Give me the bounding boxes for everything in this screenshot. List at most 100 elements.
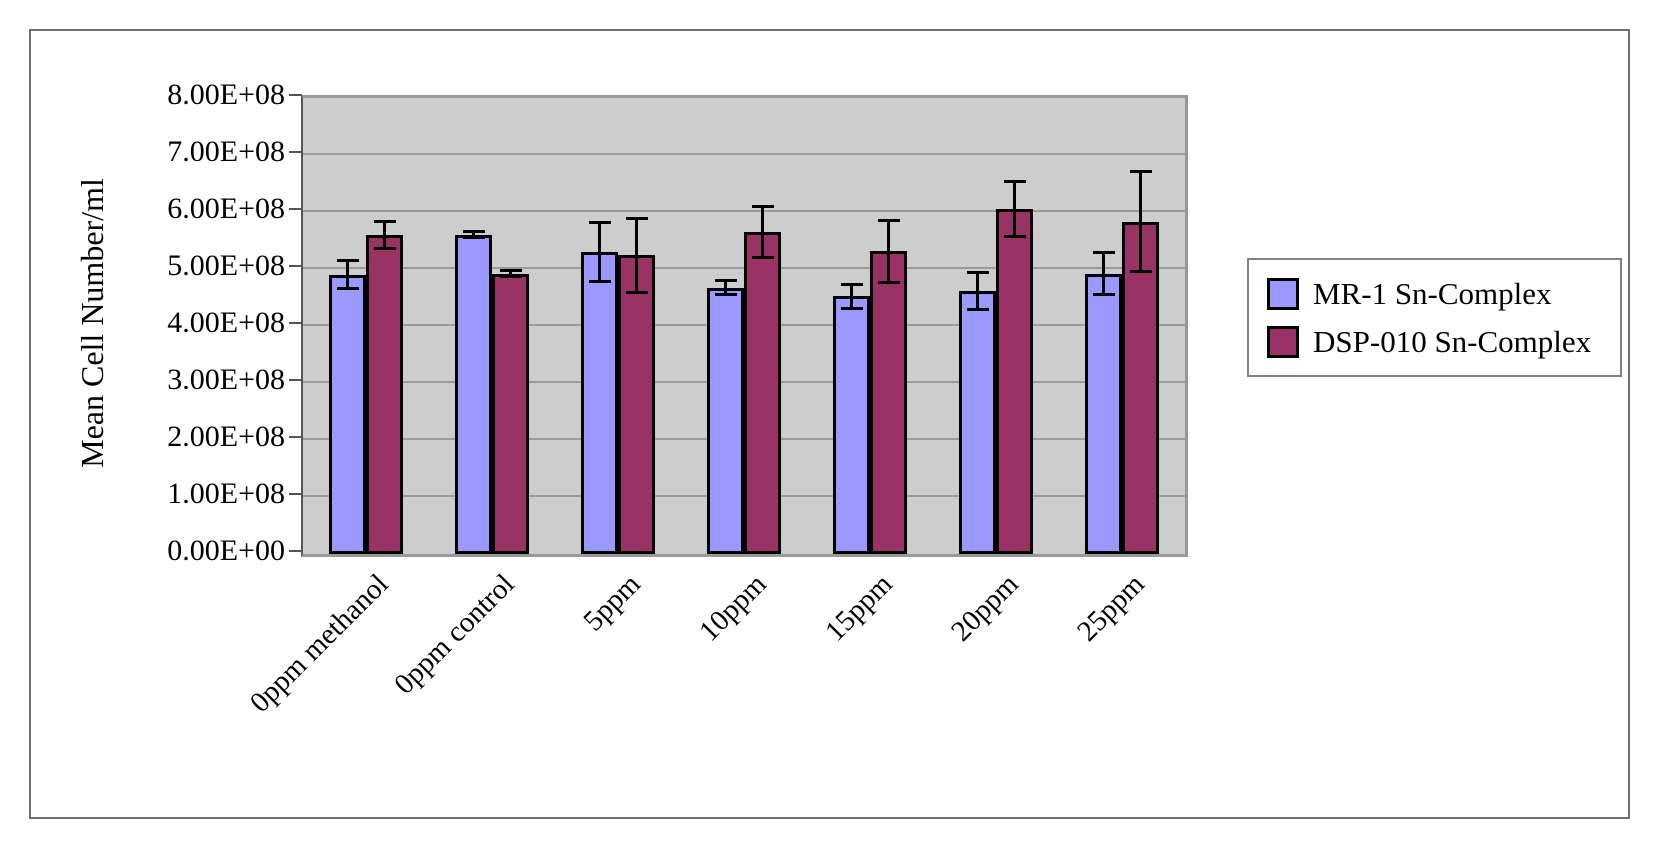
- error-bar-cap: [751, 204, 774, 208]
- y-axis-tick: [289, 379, 302, 381]
- error-bar-cap: [336, 259, 359, 263]
- error-bar: [840, 282, 863, 311]
- error-bar-cap: [714, 293, 737, 297]
- bar: [1085, 273, 1122, 554]
- bar: [833, 296, 870, 554]
- y-axis-tick: [289, 208, 302, 210]
- error-bar: [1003, 180, 1026, 239]
- legend-swatch-icon: [1267, 278, 1299, 310]
- error-bar-cap: [1129, 270, 1152, 273]
- bar: [959, 290, 996, 554]
- error-bar: [1129, 170, 1152, 273]
- bar: [492, 273, 529, 554]
- bar: [618, 255, 655, 554]
- error-bar-stem: [1139, 170, 1142, 273]
- x-category-label: 5ppm: [577, 568, 647, 638]
- y-tick-label: 6.00E+08: [167, 192, 285, 225]
- error-bar-cap: [462, 236, 485, 240]
- bar: [870, 251, 907, 554]
- error-bar-cap: [1003, 180, 1026, 184]
- y-axis-tick: [289, 265, 302, 267]
- error-bar-stem: [1013, 180, 1016, 239]
- error-bar-cap: [373, 246, 396, 250]
- error-bar-cap: [499, 269, 522, 273]
- error-bar-cap: [877, 280, 900, 284]
- error-bar: [877, 218, 900, 284]
- y-tick-label: 7.00E+08: [167, 135, 285, 168]
- legend-label: DSP-010 Sn-Complex: [1313, 324, 1592, 359]
- error-bar-cap: [1129, 170, 1152, 174]
- x-category-label: 0ppm methanol: [243, 568, 395, 719]
- error-bar: [462, 230, 485, 240]
- error-bar-cap: [462, 230, 485, 234]
- gridline: [303, 210, 1185, 212]
- bar: [744, 231, 781, 554]
- bar: [707, 287, 744, 554]
- error-bar: [751, 204, 774, 260]
- bar: [329, 274, 366, 554]
- y-tick-label: 5.00E+08: [167, 249, 285, 282]
- error-bar-cap: [1003, 235, 1026, 239]
- error-bar-stem: [850, 282, 853, 311]
- error-bar-cap: [336, 287, 359, 291]
- error-bar-cap: [1092, 293, 1115, 297]
- plot-area: [301, 95, 1188, 557]
- error-bar: [336, 259, 359, 291]
- error-bar-cap: [625, 291, 648, 295]
- y-tick-label: 0.00E+00: [167, 534, 285, 567]
- bar: [1122, 221, 1159, 554]
- error-bar-cap: [840, 307, 863, 311]
- chart-frame: Mean Cell Number/ml 0.00E+00 1.00E+08 2.00…: [29, 29, 1630, 819]
- y-tick-label: 2.00E+08: [167, 420, 285, 453]
- bar: [996, 209, 1033, 554]
- error-bar-cap: [751, 256, 774, 260]
- error-bar-cap: [625, 216, 648, 220]
- x-category-label: 15ppm: [819, 568, 899, 648]
- error-bar: [588, 220, 611, 284]
- x-category-label: 25ppm: [1071, 568, 1151, 648]
- gridline: [303, 153, 1185, 155]
- legend-swatch-icon: [1267, 326, 1299, 358]
- x-category-label: 10ppm: [693, 568, 773, 648]
- error-bar: [625, 216, 648, 295]
- error-bar-stem: [383, 220, 386, 250]
- y-tick-label: 1.00E+08: [167, 477, 285, 510]
- y-axis-tick: [289, 151, 302, 153]
- y-axis-tick: [289, 94, 302, 96]
- y-axis-tick: [289, 493, 302, 495]
- error-bar-cap: [588, 280, 611, 284]
- error-bar-stem: [635, 216, 638, 295]
- error-bar-stem: [887, 218, 890, 284]
- error-bar-stem: [1102, 250, 1105, 297]
- error-bar-cap: [966, 307, 989, 311]
- error-bar-cap: [1092, 250, 1115, 254]
- error-bar-cap: [966, 270, 989, 274]
- error-bar-cap: [588, 220, 611, 224]
- y-tick-label: 8.00E+08: [167, 78, 285, 111]
- bar: [455, 234, 492, 554]
- bar: [366, 234, 403, 554]
- error-bar-cap: [714, 279, 737, 283]
- bar: [581, 251, 618, 554]
- y-tick-label: 3.00E+08: [167, 363, 285, 396]
- error-bar-stem: [472, 230, 475, 240]
- y-tick-label: 4.00E+08: [167, 306, 285, 339]
- error-bar-cap: [877, 218, 900, 222]
- error-bar-stem: [509, 269, 512, 279]
- legend-entry: MR-1 Sn-Complex: [1267, 270, 1620, 318]
- error-bar-cap: [840, 282, 863, 286]
- error-bar: [1092, 250, 1115, 297]
- error-bar-stem: [598, 220, 601, 284]
- y-axis-tick: [289, 436, 302, 438]
- error-bar-stem: [724, 279, 727, 297]
- error-bar-stem: [761, 204, 764, 260]
- error-bar: [373, 220, 396, 250]
- legend: MR-1 Sn-Complex DSP-010 Sn-Complex: [1247, 258, 1622, 377]
- x-category-label: 0ppm control: [388, 568, 521, 701]
- error-bar: [499, 269, 522, 279]
- y-axis-tick: [289, 322, 302, 324]
- error-bar-stem: [346, 259, 349, 291]
- error-bar-cap: [499, 275, 522, 279]
- error-bar: [714, 279, 737, 297]
- error-bar-cap: [373, 220, 396, 223]
